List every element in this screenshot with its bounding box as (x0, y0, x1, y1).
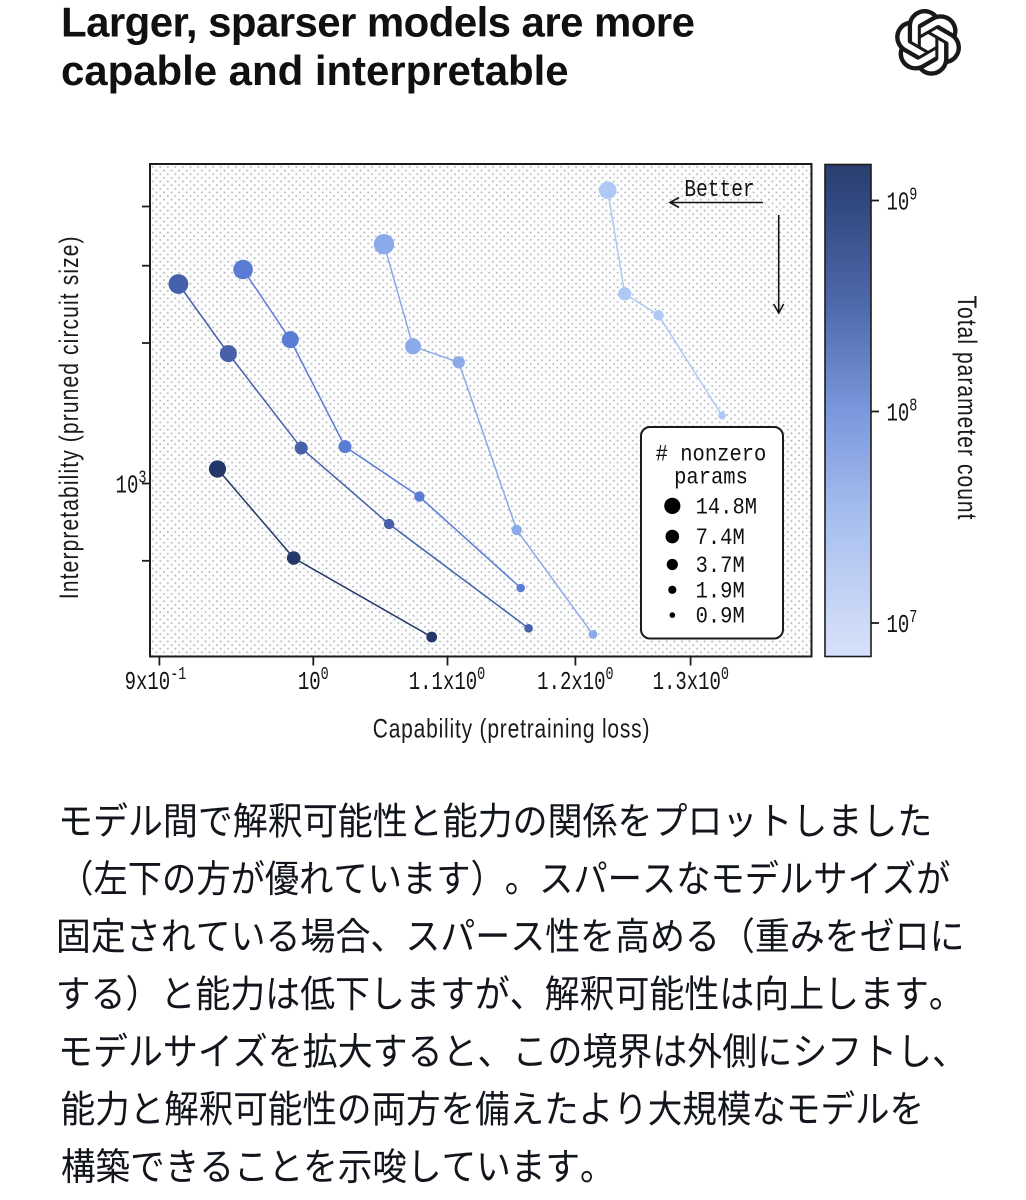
svg-text:# nonzero: # nonzero (656, 442, 767, 468)
svg-text:Capability (pretraining loss): Capability (pretraining loss) (373, 714, 651, 744)
svg-text:Interpretability (pruned circu: Interpretability (pruned circuit size) (55, 235, 85, 599)
svg-text:capable and interpretable: capable and interpretable (61, 47, 569, 94)
svg-text:Total parameter count: Total parameter count (951, 295, 981, 520)
svg-text:Better: Better (684, 176, 754, 204)
svg-text:1.3x100: 1.3x100 (653, 663, 729, 697)
svg-text:7.4M: 7.4M (696, 525, 745, 551)
svg-text:params: params (674, 465, 748, 491)
svg-text:0.9M: 0.9M (696, 604, 745, 630)
svg-text:Larger, sparser models are mor: Larger, sparser models are more (61, 0, 694, 46)
svg-text:1.9M: 1.9M (696, 578, 745, 604)
svg-text:1.2x100: 1.2x100 (537, 663, 613, 697)
svg-text:1.1x100: 1.1x100 (409, 663, 485, 697)
svg-text:14.8M: 14.8M (696, 494, 757, 520)
svg-text:3.7M: 3.7M (696, 553, 745, 579)
